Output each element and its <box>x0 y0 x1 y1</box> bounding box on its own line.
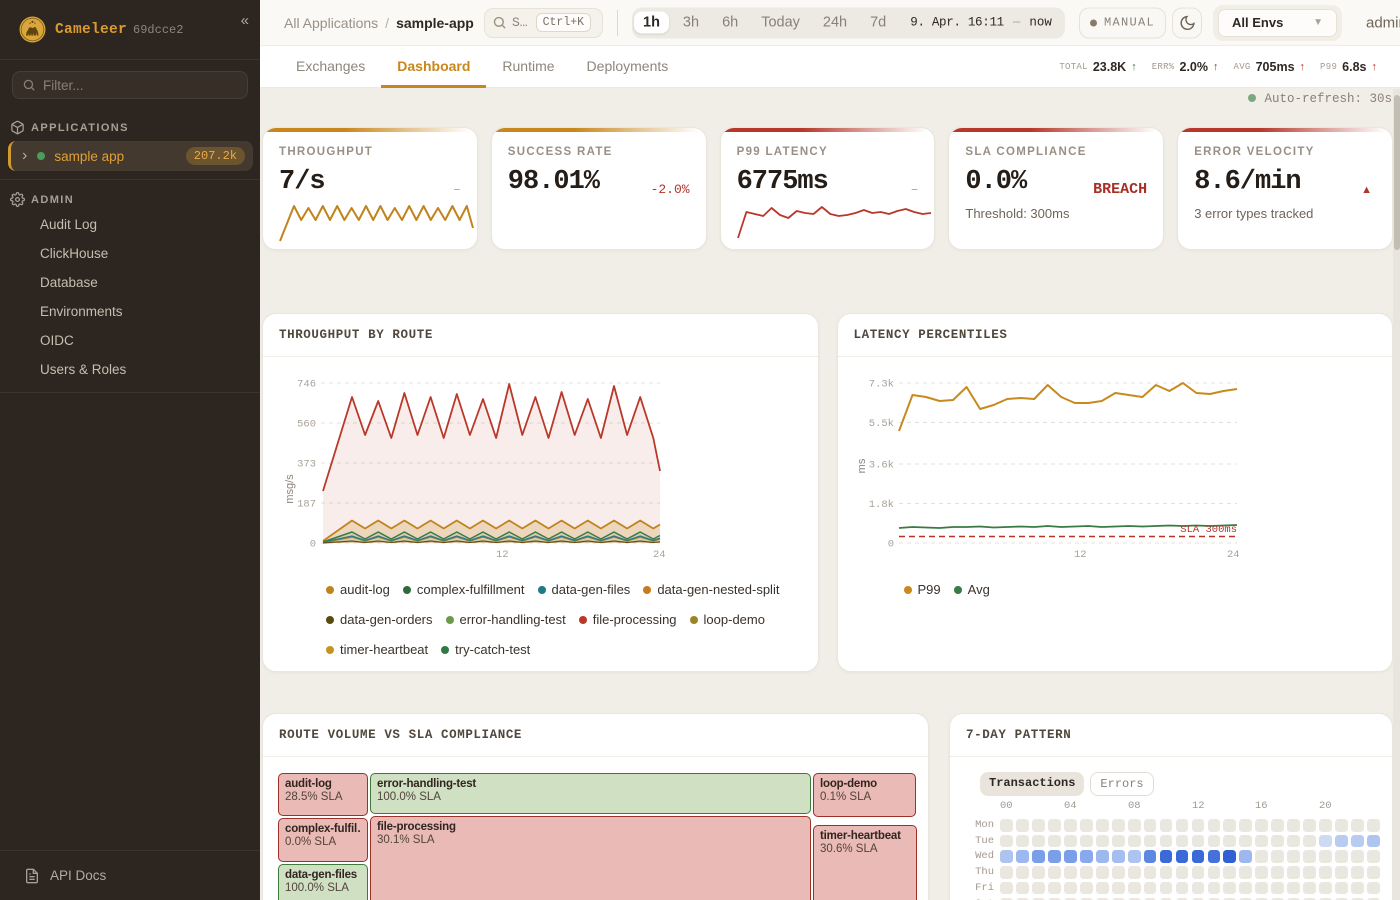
svg-text:0: 0 <box>887 539 893 551</box>
svg-text:1.8k: 1.8k <box>868 499 893 511</box>
svg-text:SLA 300ms: SLA 300ms <box>1180 524 1237 536</box>
svg-text:24: 24 <box>1227 549 1240 561</box>
svg-text:0: 0 <box>310 539 316 551</box>
svg-text:373: 373 <box>297 459 316 471</box>
svg-text:12: 12 <box>1074 549 1087 561</box>
svg-text:24: 24 <box>653 549 666 561</box>
svg-text:5.5k: 5.5k <box>868 418 893 430</box>
svg-text:746: 746 <box>297 379 316 391</box>
svg-text:7.3k: 7.3k <box>868 379 893 391</box>
svg-text:3.6k: 3.6k <box>868 460 893 472</box>
svg-text:msg/s: msg/s <box>284 474 296 504</box>
svg-text:12: 12 <box>496 549 509 561</box>
svg-text:560: 560 <box>297 419 316 431</box>
svg-text:187: 187 <box>297 499 316 511</box>
svg-text:ms: ms <box>856 458 868 473</box>
